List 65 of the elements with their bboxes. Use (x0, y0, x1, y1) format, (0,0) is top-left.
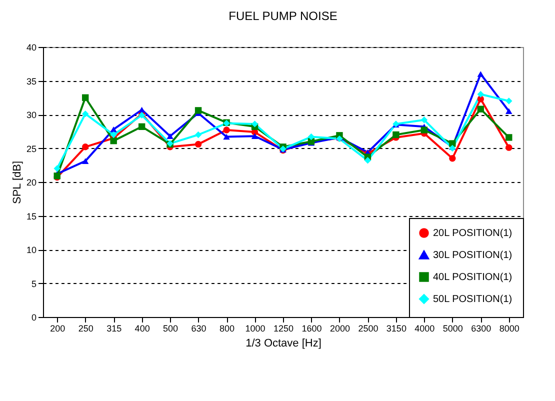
y-tick-label: 35 (26, 76, 36, 86)
x-tick-label: 200 (50, 324, 66, 334)
point (477, 90, 484, 98)
x-tick-label: 500 (163, 324, 178, 334)
point (82, 110, 89, 118)
point (251, 133, 258, 140)
y-tick-label: 25 (26, 144, 36, 154)
y-tick-label: 40 (26, 42, 36, 52)
x-tick-label: 400 (134, 324, 150, 334)
y-axis-title: SPL [dB] (11, 160, 24, 204)
point (194, 107, 202, 114)
y-tick-label: 0 (31, 312, 36, 322)
y-tick-label: 5 (31, 278, 36, 289)
point (477, 106, 484, 112)
y-tick-label: 20 (26, 178, 36, 188)
legend-label: 20L POSITION(1) (433, 228, 512, 239)
legend-label: 30L POSITION(1) (433, 250, 512, 261)
point (166, 133, 174, 140)
point (477, 71, 484, 77)
point (420, 126, 428, 134)
point (82, 144, 89, 150)
point (223, 126, 230, 134)
point (420, 116, 428, 124)
point (506, 98, 512, 104)
chart-title: FUEL PUMP NOISE (228, 9, 338, 23)
point (138, 106, 146, 113)
y-tick-label: 30 (26, 110, 36, 120)
x-tick-label: 1250 (273, 324, 294, 334)
point (392, 131, 400, 138)
point (194, 131, 202, 138)
point (82, 158, 89, 164)
point (506, 144, 512, 151)
x-tick-label: 800 (220, 324, 235, 334)
legend-label: 40L POSITION(1) (433, 272, 512, 283)
x-tick-label: 5000 (442, 324, 463, 334)
x-tick-label: 3150 (386, 324, 406, 334)
point (110, 137, 117, 144)
point (251, 120, 258, 128)
x-tick-label: 4000 (414, 324, 435, 334)
x-tick-label: 630 (191, 324, 206, 334)
point (82, 94, 89, 101)
point (449, 155, 456, 162)
x-tick-label: 315 (106, 324, 122, 334)
point (506, 108, 512, 114)
x-tick-label: 1600 (302, 324, 322, 334)
point (477, 96, 484, 102)
point (506, 134, 512, 141)
x-tick-label: 2500 (358, 324, 378, 334)
x-axis-title: 1/3 Octave [Hz] (246, 338, 322, 350)
point (223, 134, 230, 140)
y-tick-label: 15 (26, 211, 36, 222)
legend-label: 50L POSITION(1) (433, 294, 512, 305)
x-tick-label: 1000 (245, 324, 266, 334)
x-tick-label: 250 (78, 324, 94, 334)
point (364, 157, 372, 164)
point (308, 133, 315, 140)
x-tick-label: 2000 (330, 324, 350, 334)
y-tick-label: 10 (26, 245, 36, 255)
point (110, 131, 117, 138)
point (110, 126, 117, 132)
x-tick-label: 8000 (499, 324, 520, 334)
point (54, 165, 60, 172)
point (194, 140, 202, 148)
x-tick-label: 6300 (471, 324, 492, 334)
point (138, 123, 146, 130)
